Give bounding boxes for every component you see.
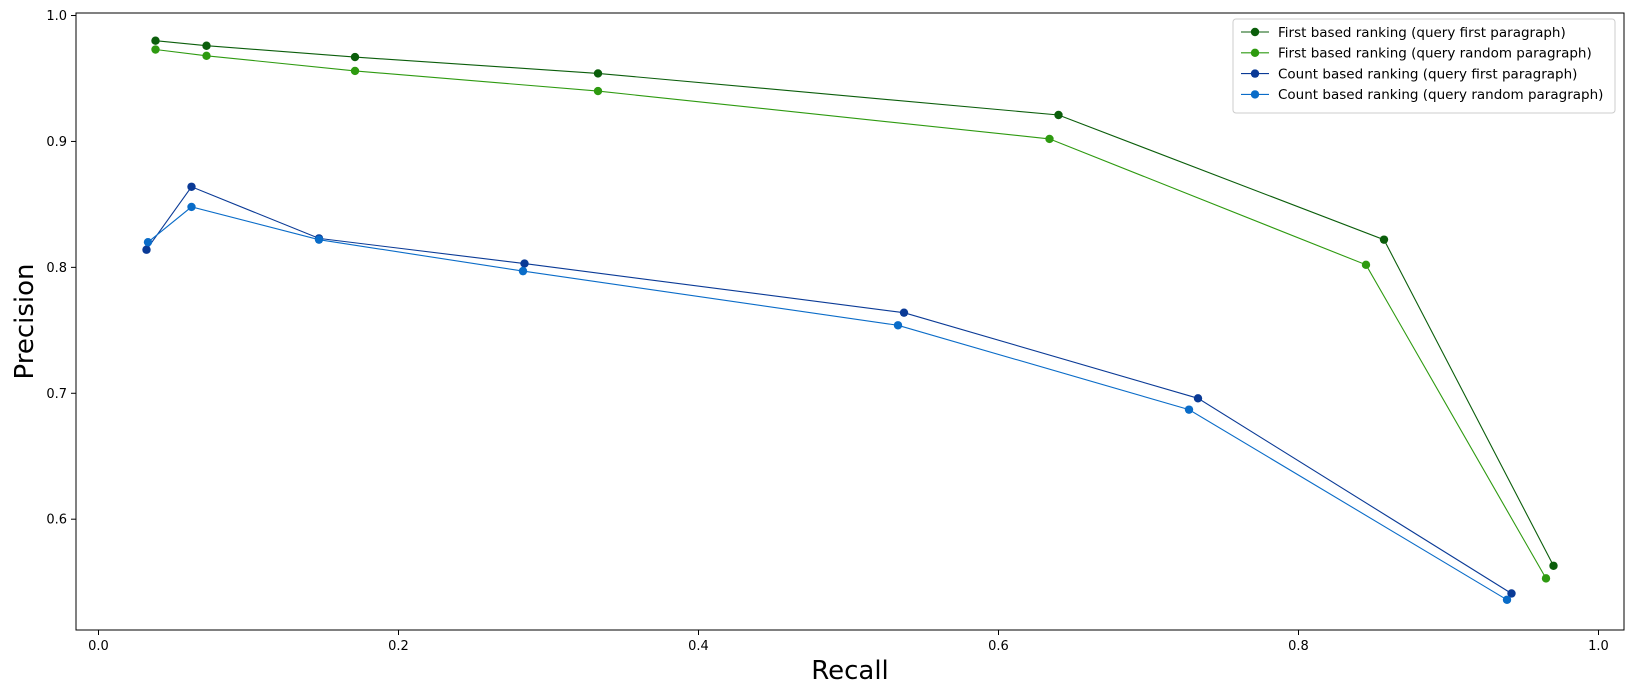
series-1-point — [593, 69, 603, 78]
series-line-4 — [147, 206, 1508, 601]
series-line-3 — [146, 186, 1512, 594]
series-3-point — [1507, 589, 1516, 598]
series-2-point — [1361, 260, 1371, 270]
series-2-point — [593, 86, 603, 96]
y-tick-label: 1.0 — [46, 9, 67, 24]
y-tick-label: 0.7 — [46, 387, 67, 402]
x-tick-label: 0.8 — [1288, 639, 1309, 654]
y-tick-label: 0.8 — [46, 261, 67, 276]
legend-label: Count based ranking (query random paragr… — [1278, 87, 1603, 103]
legend: First based ranking (query first paragra… — [1232, 18, 1616, 114]
series-2-point — [350, 66, 360, 76]
series-3-point — [1193, 394, 1203, 403]
x-tick-label: 0.2 — [388, 639, 409, 654]
series-3-point — [899, 308, 909, 317]
legend-swatch-marker — [1250, 27, 1260, 37]
series-1-point — [151, 36, 160, 45]
y-axis-title: Precision — [10, 263, 40, 379]
x-axis-title: Recall — [811, 656, 889, 686]
series-1-point — [1379, 235, 1389, 244]
series-2-point — [1045, 134, 1054, 144]
series-line-2 — [155, 48, 1547, 579]
series-4-point — [314, 235, 324, 244]
series-3-point — [187, 182, 196, 191]
series-4-point — [143, 237, 153, 247]
x-tick-label: 0.4 — [688, 639, 709, 654]
legend-swatch-marker — [1250, 48, 1260, 57]
legend-label: Count based ranking (query first paragra… — [1278, 66, 1577, 82]
legend-swatch-marker — [1250, 69, 1260, 78]
y-tick-label: 0.9 — [46, 135, 67, 150]
x-axis-ticks: 0.0 0.2 0.4 0.6 0.8 1.0 — [88, 630, 1609, 654]
series-3-point — [142, 245, 151, 254]
legend-label: First based ranking (query first paragra… — [1278, 25, 1566, 41]
series-4-point — [1184, 405, 1194, 414]
x-tick-label: 1.0 — [1588, 639, 1609, 654]
series-4-point — [187, 202, 196, 212]
y-tick-label: 0.6 — [46, 513, 67, 528]
series-1-point — [350, 52, 360, 62]
series-2-point — [202, 51, 211, 61]
series-1-point — [202, 41, 211, 50]
y-axis-ticks: 0.6 0.7 0.8 0.9 1.0 — [46, 9, 76, 528]
series-4-point — [893, 321, 903, 330]
plot-frame — [75, 12, 1625, 631]
series-line-1 — [155, 40, 1554, 567]
series-1-point — [1549, 561, 1558, 570]
legend-swatch-marker — [1250, 90, 1260, 99]
series-4-point — [518, 266, 528, 276]
series-3-point — [520, 259, 529, 268]
x-tick-label: 0.6 — [988, 639, 1009, 654]
series-4-point — [1502, 595, 1512, 604]
legend-label: First based ranking (query random paragr… — [1278, 46, 1592, 62]
plot-area — [75, 12, 1625, 631]
series-2-point — [151, 45, 160, 54]
series-1-point — [1054, 110, 1063, 120]
x-tick-label: 0.0 — [88, 639, 109, 654]
legend-box — [1232, 18, 1616, 114]
series-2-point — [1541, 574, 1551, 583]
